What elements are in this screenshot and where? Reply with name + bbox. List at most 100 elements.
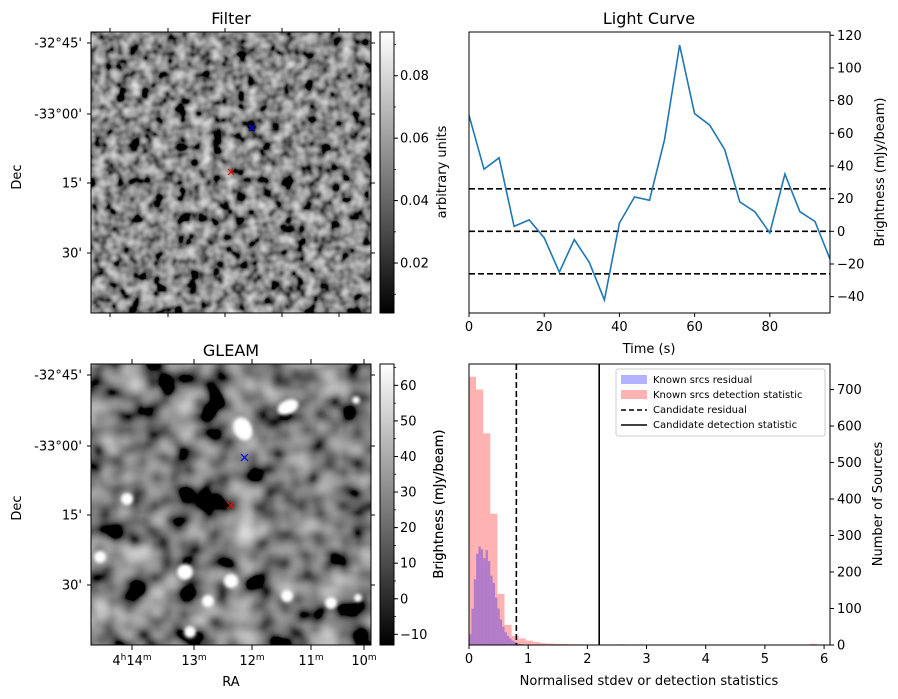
filter-panel: Filter -32°45' -33°00' 15' 30' Dec 0.02 0.04… <box>10 9 450 317</box>
histogram-bar-detection <box>561 643 569 645</box>
lightcurve-y-tick-label: −20 <box>837 257 864 272</box>
histogram-bar-detection <box>554 643 562 645</box>
histogram-left-ylabel: Brightness (mJy/beam) <box>432 430 447 579</box>
histogram-x-tick-label: 6 <box>820 652 828 667</box>
filter-colorbar-tick-label: 0.06 <box>400 132 429 147</box>
gleam-ra-tick-label: 12m <box>239 653 264 669</box>
filter-colorbar-label: arbitrary units <box>435 125 450 218</box>
histogram-bar-detection <box>497 593 505 645</box>
lightcurve-y-tick-label: 20 <box>837 192 854 207</box>
histogram-y-tick-label: 0 <box>837 639 845 654</box>
gleam-sources <box>94 396 362 638</box>
gleam-dec-tick-label: 30' <box>62 579 82 594</box>
gleam-colorbar-tick-label: 0 <box>400 592 408 607</box>
histogram-bar-residual <box>511 640 514 645</box>
filter-colorbar-tick-label: 0.02 <box>400 257 429 272</box>
histogram-bar-residual <box>502 626 505 645</box>
histogram-bar-residual <box>495 597 498 645</box>
histogram-x-tick-label: 4 <box>702 652 710 667</box>
gleam-colorbar-label: Brightness (mJy/beam) <box>432 430 447 579</box>
filter-dec-tick-label: -33°00' <box>34 108 82 123</box>
filter-colorbar <box>379 31 395 314</box>
lightcurve-x-tick-label: 20 <box>536 320 553 335</box>
histogram-bar-residual <box>469 634 472 645</box>
gleam-colorbar-tick-label: 60 <box>400 379 417 394</box>
histogram-bar-residual <box>492 582 496 645</box>
histogram-y-tick-label: 300 <box>837 529 862 544</box>
gleam-colorbar-tick-label: 20 <box>400 521 417 536</box>
lightcurve-x-tick-label: 40 <box>611 320 628 335</box>
histogram-bar-detection <box>540 643 548 645</box>
histogram-bar-detection <box>483 433 491 645</box>
filter-marker-red <box>227 168 235 176</box>
gleam-colorbar-tick-label: 10 <box>400 557 417 572</box>
lightcurve-y-tick-label: 60 <box>837 127 854 142</box>
filter-title: Filter <box>211 9 251 28</box>
histogram-x-tick-label: 2 <box>583 652 591 667</box>
lightcurve-y-tick-label: 100 <box>837 61 862 76</box>
legend-label-candidate-residual: Candidate residual <box>653 405 747 416</box>
histogram-y-tick-label: 400 <box>837 493 862 508</box>
histogram-bar-residual <box>504 632 507 645</box>
gleam-dec-tick-label: -32°45' <box>34 369 82 384</box>
histogram-bar-residual <box>473 579 477 645</box>
histogram-x-tick-label: 3 <box>642 652 650 667</box>
gleam-dec-tick-label: 15' <box>62 509 82 524</box>
lightcurve-x-tick-label: 60 <box>686 320 703 335</box>
gleam-ylabel: Dec <box>10 495 25 520</box>
histogram-bar-residual <box>480 549 484 645</box>
filter-marker-blue <box>248 124 256 132</box>
histogram-bar-detection <box>809 643 817 645</box>
gleam-xlabel: RA <box>222 675 240 690</box>
filter-dec-tick-label: 30' <box>62 247 82 262</box>
histogram-y-tick-label: 600 <box>837 420 862 435</box>
histogram-bar-detection <box>532 642 541 645</box>
histogram-bar-residual <box>476 553 479 645</box>
lightcurve-xlabel: Time (s) <box>622 342 676 357</box>
legend-label-detection: Known srcs detection statistic <box>653 390 802 401</box>
gleam-marker-red <box>226 501 235 510</box>
lightcurve-y-tick-label: −40 <box>837 290 864 305</box>
histogram-bar-detection <box>547 643 555 645</box>
legend-label-candidate-detection: Candidate detection statistic <box>653 420 797 431</box>
histogram-bar-detection <box>490 513 498 645</box>
histogram-bar-detection <box>525 640 533 645</box>
legend-swatch-residual <box>621 375 647 384</box>
lightcurve-y-tick-label: 120 <box>837 29 862 44</box>
histogram-bar-residual <box>518 643 522 645</box>
histogram-y-tick-label: 200 <box>837 566 862 581</box>
histogram-bar-residual <box>471 608 474 645</box>
lightcurve-y-tick-label: 80 <box>837 94 854 109</box>
histogram-y-tick-label: 700 <box>837 383 862 398</box>
histogram-y-tick-label: 500 <box>837 456 862 471</box>
lightcurve-y-tick-label: 0 <box>837 225 845 240</box>
gleam-ra-tick-label: 11m <box>298 653 323 669</box>
lightcurve-series-line <box>469 44 830 303</box>
histogram-y-tick-label: 100 <box>837 602 862 617</box>
gleam-colorbar-tick-label: 30 <box>400 486 417 501</box>
lightcurve-x-tick-label: 0 <box>465 320 473 335</box>
histogram-bar-residual <box>485 550 488 645</box>
histogram-legend: Known srcs residual Known srcs detection… <box>615 368 826 437</box>
gleam-ra-tick-label: 4h14m <box>112 653 151 669</box>
histogram-bar-residual <box>497 608 500 645</box>
filter-dec-tick-label: -32°45' <box>34 37 82 52</box>
legend-label-residual: Known srcs residual <box>653 375 752 386</box>
histogram-bar-residual <box>509 638 512 645</box>
lightcurve-ylabel: Brightness (mJy/beam) <box>873 98 888 247</box>
histogram-bar-detection <box>476 389 484 645</box>
legend-swatch-detection <box>621 390 647 399</box>
histogram-bar-residual <box>483 558 486 645</box>
histogram-x-tick-label: 0 <box>465 652 473 667</box>
lightcurve-title: Light Curve <box>603 9 695 28</box>
histogram-xlabel: Normalised stdev or detection statistics <box>520 674 779 689</box>
histogram-x-tick-label: 5 <box>761 652 769 667</box>
histogram-bar-residual <box>513 642 517 645</box>
gleam-ra-tick-label: 13m <box>181 653 206 669</box>
histogram-bar-detection <box>504 624 512 645</box>
histogram-bar-detection <box>518 638 526 645</box>
histogram-bar-residual <box>490 575 493 645</box>
histogram-bar-detection <box>469 376 477 645</box>
gleam-colorbar-tick-label: 50 <box>400 414 417 429</box>
histogram-x-tick-label: 1 <box>524 652 532 667</box>
